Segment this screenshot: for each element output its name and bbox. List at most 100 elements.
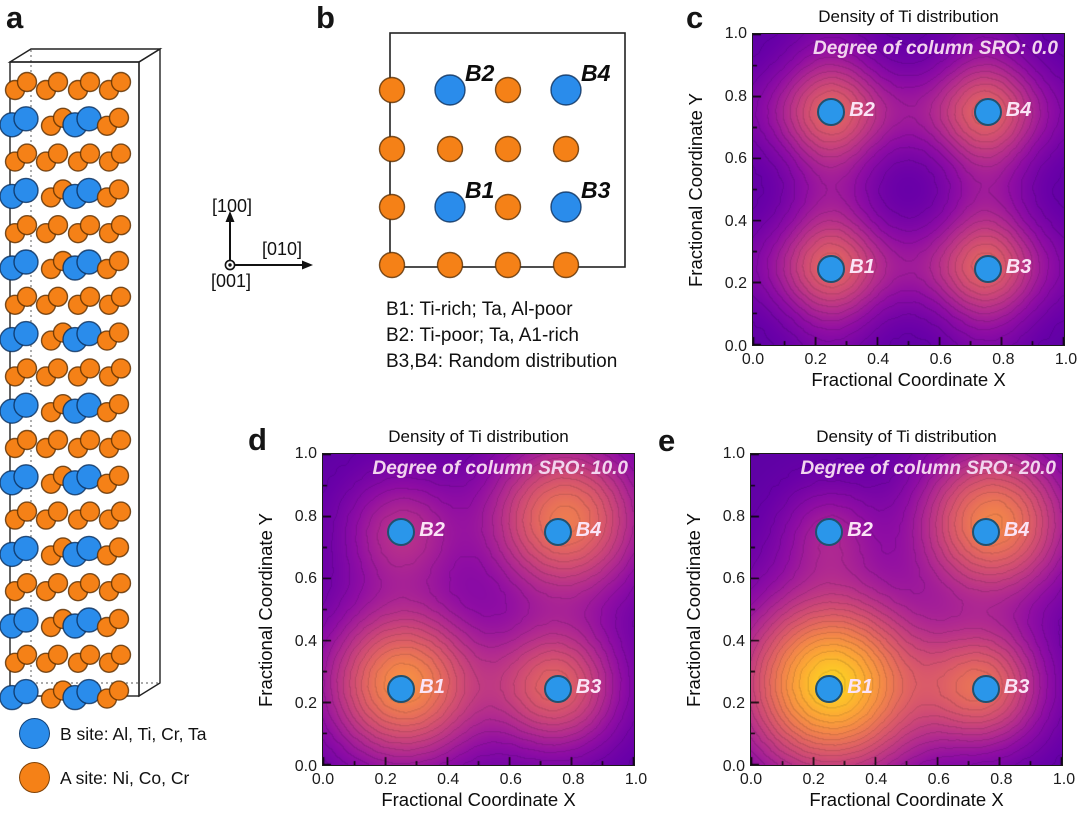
arrow-right-head xyxy=(302,260,313,270)
y-tick-label: 1.0 xyxy=(724,25,747,42)
x-tick-label: 0.0 xyxy=(739,771,763,788)
b-site-atom xyxy=(13,177,39,204)
y-tick-label: 0.6 xyxy=(722,570,745,588)
y-axis-label-e: Fractional Coordinate Y xyxy=(683,512,704,707)
site-marker-b2 xyxy=(817,98,846,127)
a-site-atom xyxy=(108,537,130,558)
x-tick-label: 0.4 xyxy=(867,351,890,368)
y-tick-label: 1.0 xyxy=(722,445,745,462)
a-site-atom xyxy=(79,644,101,665)
b-site-atom xyxy=(13,320,39,347)
a-site-atom xyxy=(108,608,130,630)
site-marker-b2 xyxy=(387,518,416,547)
site-marker-label-b3: B3 xyxy=(1003,675,1030,698)
a-site-atom xyxy=(79,429,101,451)
site-marker-b3 xyxy=(543,674,572,703)
y-tick-label: 1.0 xyxy=(294,445,317,462)
y-tick-label: 0.2 xyxy=(294,695,317,713)
x-tick-label: 0.8 xyxy=(562,771,585,788)
box-right-face xyxy=(138,47,161,698)
a-site-atom xyxy=(79,71,101,93)
a-site-atom xyxy=(47,429,69,451)
site-marker-label-b2: B2 xyxy=(419,519,445,542)
a-site-atom xyxy=(108,250,130,272)
legend-orange-circle-icon xyxy=(19,762,50,793)
a-site-atom xyxy=(110,143,132,164)
a-site-atom xyxy=(110,429,132,451)
site-marker-b3 xyxy=(973,254,1002,283)
a-site-atom xyxy=(110,501,132,522)
a-site-atom xyxy=(494,251,522,279)
a-site-atom xyxy=(47,71,69,93)
x-tick-label: 1.0 xyxy=(1054,351,1078,368)
x-tick-label: 0.6 xyxy=(927,771,950,788)
ti-density-heatmap-canvas-d xyxy=(323,454,634,765)
b-site-atom xyxy=(13,392,39,418)
x-tick-label: 0.4 xyxy=(865,771,888,788)
axis-label-100: [100] xyxy=(212,196,253,216)
a-site-atom xyxy=(378,76,406,104)
site-marker-label-b3: B3 xyxy=(1005,255,1032,278)
y-tick-label: 0.2 xyxy=(722,695,745,713)
site-marker-b4 xyxy=(973,98,1002,127)
y-tick-label: 0.0 xyxy=(722,758,745,775)
b-site-atom xyxy=(13,464,39,490)
legend-a-site-label: A site: Ni, Co, Cr xyxy=(60,768,190,788)
site-note-b3b4: B3,B4: Random distribution xyxy=(386,351,618,372)
site-marker-b2 xyxy=(815,518,844,547)
a-site-atom xyxy=(79,143,101,164)
a-site-atom xyxy=(47,358,69,379)
site-marker-b1 xyxy=(817,254,846,283)
site-marker-label-b1: B1 xyxy=(847,675,873,698)
a-site-atom xyxy=(16,71,38,93)
chart-title-d: Density of Ti distribution xyxy=(388,427,569,446)
a-site-atom xyxy=(378,135,406,163)
a-site-atom xyxy=(47,214,69,236)
b-site-atom xyxy=(13,678,39,705)
y-tick-label: 0.0 xyxy=(724,338,747,355)
panel-letter-e: e xyxy=(658,423,676,458)
axis-triad xyxy=(224,211,313,271)
y-axis-label-c: Fractional Coordinate Y xyxy=(685,92,706,287)
site-marker-b1 xyxy=(815,674,844,703)
a-site-atom xyxy=(79,286,101,307)
box-top-face xyxy=(7,48,163,63)
y-tick-label: 0.6 xyxy=(294,570,317,588)
site-marker-b4 xyxy=(543,518,572,547)
x-axis-label-e: Fractional Coordinate X xyxy=(809,789,1004,810)
a-site-atom xyxy=(436,251,464,279)
a-site-atom xyxy=(79,214,101,236)
x-tick-label: 0.8 xyxy=(992,351,1015,368)
a-site-atom xyxy=(378,193,406,221)
a-site-atom xyxy=(16,214,38,236)
x-axis-label-d: Fractional Coordinate X xyxy=(381,789,576,810)
panel-letter-c: c xyxy=(686,0,704,35)
b-site-atom xyxy=(434,191,466,223)
a-site-atom xyxy=(47,501,69,522)
heatmap-panel-c: Density of Ti distribution Degree of col… xyxy=(685,7,1077,390)
a-site-atom xyxy=(47,644,69,665)
a-site-atom xyxy=(108,179,130,200)
chart-title-e: Density of Ti distribution xyxy=(816,427,997,446)
a-site-atom xyxy=(108,322,130,343)
axis-label-010: [010] xyxy=(262,239,303,259)
legend-blue-circle-icon xyxy=(19,718,50,749)
x-tick-label: 0.4 xyxy=(437,771,460,788)
a-site-atom xyxy=(79,358,101,379)
lattice-schematic-2d xyxy=(378,32,626,279)
y-tick-label: 0.4 xyxy=(724,212,747,230)
panel-letter-b: b xyxy=(316,0,335,35)
ti-density-heatmap-canvas-c xyxy=(753,34,1064,345)
chart-title-c: Density of Ti distribution xyxy=(818,7,999,26)
b-site-atom xyxy=(13,106,39,132)
a-site-atom xyxy=(494,193,522,221)
y-tick-label: 0.6 xyxy=(724,150,747,168)
a-site-atom xyxy=(552,135,580,163)
panel-letter-a: a xyxy=(6,0,24,35)
a-site-atom xyxy=(16,429,38,451)
axis-label-001: [001] xyxy=(211,271,252,291)
x-tick-label: 0.6 xyxy=(499,771,522,788)
a-site-atom xyxy=(110,358,132,379)
x-tick-label: 0.2 xyxy=(804,351,827,368)
a-site-atom xyxy=(108,394,130,415)
